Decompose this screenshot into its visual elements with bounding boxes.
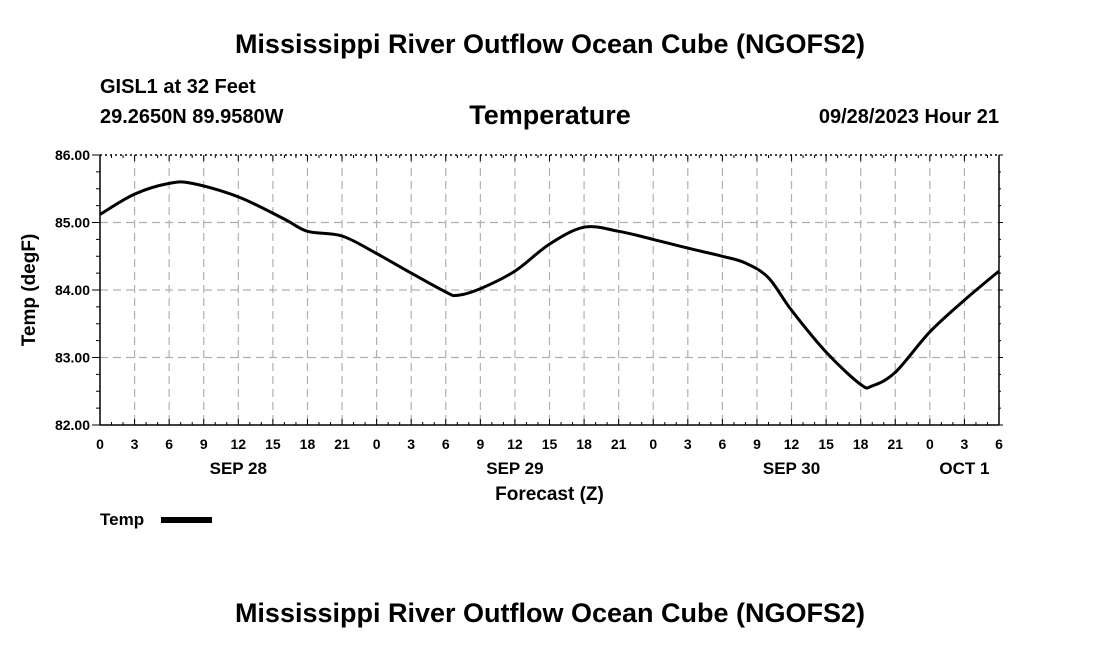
x-tick-label: 3: [684, 436, 692, 452]
y-tick-label: 83.00: [55, 350, 90, 366]
date-label: OCT 1: [939, 459, 989, 478]
x-tick-label: 3: [131, 436, 139, 452]
x-tick-label: 12: [784, 436, 800, 452]
x-tick-label: 6: [995, 436, 1003, 452]
page-title: Mississippi River Outflow Ocean Cube (NG…: [234, 29, 866, 59]
x-tick-label: 15: [265, 436, 281, 452]
x-tick-label: 18: [576, 436, 592, 452]
x-tick-label: 6: [165, 436, 173, 452]
x-axis-title: Forecast (Z): [495, 484, 604, 505]
x-tick-label: 3: [961, 436, 969, 452]
x-tick-label: 9: [753, 436, 761, 452]
y-tick-label: 86.00: [55, 147, 90, 163]
x-tick-label: 15: [542, 436, 558, 452]
x-tick-label: 21: [334, 436, 350, 452]
x-tick-label: 12: [507, 436, 523, 452]
x-tick-label: 21: [887, 436, 903, 452]
series-layer: [99, 180, 1000, 390]
x-tick-label: 15: [818, 436, 834, 452]
footer-title: Mississippi River Outflow Ocean Cube (NG…: [234, 598, 866, 628]
x-tick-label: 18: [300, 436, 316, 452]
station-name: GISL1 at 32 Feet: [100, 76, 256, 98]
y-tick-label: 84.00: [55, 282, 90, 298]
date-label: SEP 29: [486, 459, 543, 478]
legend-label: Temp: [100, 510, 144, 529]
station-coordinates: 29.2650N 89.9580W: [100, 106, 284, 128]
y-axis-title: Temp (degF): [19, 234, 40, 347]
chart-title: Temperature: [469, 100, 631, 130]
x-tick-label: 9: [200, 436, 208, 452]
x-tick-label: 3: [407, 436, 415, 452]
series-line-temp: [99, 180, 1000, 390]
y-tick-label: 82.00: [55, 417, 90, 433]
x-tick-label: 18: [853, 436, 869, 452]
y-tick-label: 85.00: [55, 215, 90, 231]
x-tick-label: 0: [926, 436, 934, 452]
x-tick-label: 9: [476, 436, 484, 452]
x-tick-label: 0: [649, 436, 657, 452]
x-tick-label: 6: [718, 436, 726, 452]
grid-lines: [100, 155, 999, 425]
x-tick-label: 0: [96, 436, 104, 452]
x-tick-label: 21: [611, 436, 627, 452]
date-label: SEP 30: [763, 459, 820, 478]
x-tick-label: 0: [373, 436, 381, 452]
date-label: SEP 28: [210, 459, 267, 478]
x-tick-label: 6: [442, 436, 450, 452]
x-tick-label: 12: [231, 436, 247, 452]
axis-labels: 82.00 83.00 84.00 85.00 86.00 0 3 6 9 12 15 18 21 0 3 6…: [19, 147, 1003, 505]
forecast-time: 09/28/2023 Hour 21: [818, 106, 999, 128]
axes: [92, 154, 1003, 426]
legend: Temp: [100, 510, 212, 529]
